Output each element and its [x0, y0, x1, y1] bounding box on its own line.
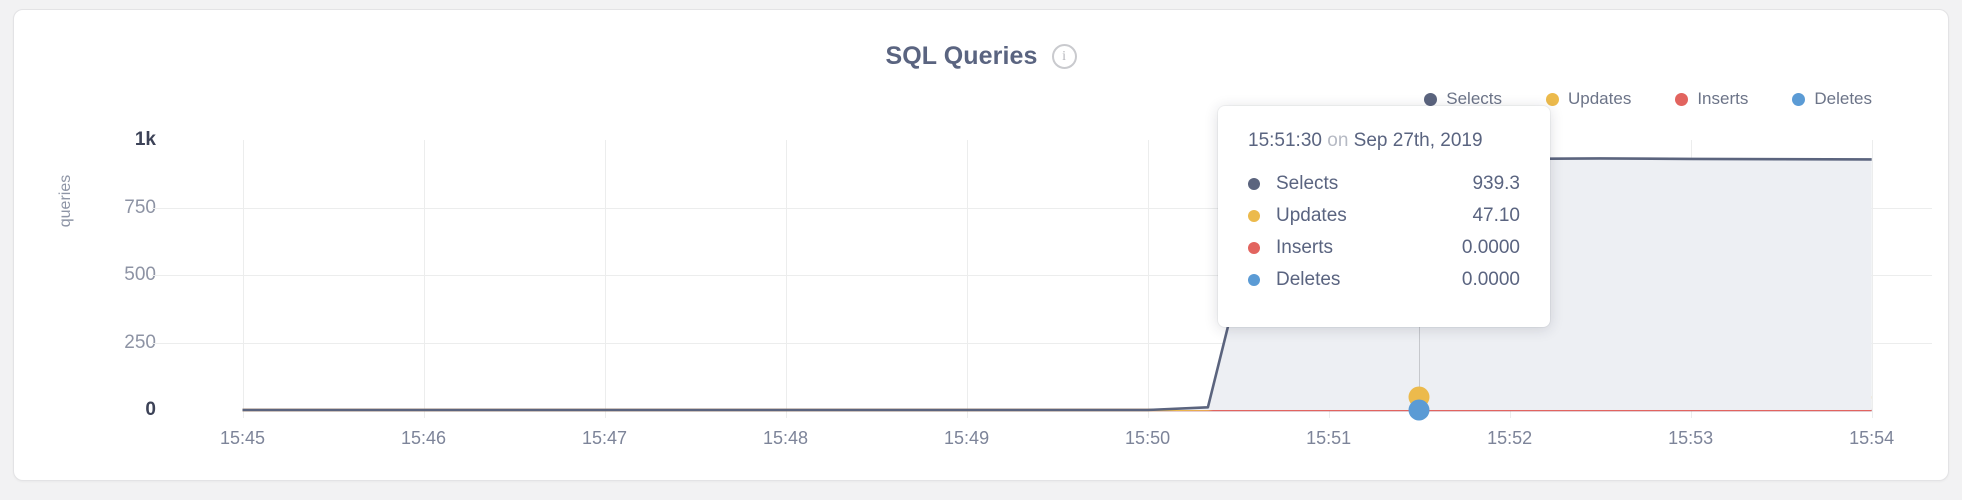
legend-dot-icon: [1546, 92, 1559, 106]
x-axis-tick-label: 15:46: [400, 428, 447, 448]
x-axis-tick-label: 15:53: [1668, 428, 1714, 448]
y-axis-tick-label: 750: [124, 196, 156, 218]
tooltip-series-dot-icon: [1248, 242, 1260, 254]
legend-dot-icon: [1675, 92, 1689, 106]
tooltip-series-value: 0.0000: [1461, 237, 1520, 258]
tooltip-row: Deletes 0.0000: [1248, 264, 1520, 296]
x-axis-tick-label: 15:48: [763, 428, 809, 448]
tooltip-date: Sep 27th, 2019: [1353, 130, 1483, 151]
legend-item-label: Selects: [1446, 89, 1502, 108]
tooltip-series-dot-icon: [1248, 274, 1260, 286]
gridline-horizontal: [152, 207, 1932, 209]
gridline-vertical: [1147, 140, 1149, 418]
plot-area: queries 1k 750 500 250 0 15:45 15:46 15:47 15:4…: [14, 10, 1948, 480]
series-area-selects: [242, 154, 1872, 410]
tooltip-header: 15:51:30 on Sep 27th, 2019: [1248, 130, 1520, 152]
x-axis-tick-label: 15:52: [1487, 428, 1533, 448]
gridline-vertical: [1871, 140, 1873, 418]
tooltip-row: Updates 47.10: [1248, 200, 1520, 232]
tooltip-series-dot-icon: [1248, 210, 1260, 222]
y-axis-tick-label: 500: [124, 264, 156, 285]
tooltip-series-value: 939.3: [1472, 173, 1520, 194]
gridline-vertical: [785, 140, 787, 418]
legend-item-label: Updates: [1568, 89, 1632, 108]
x-axis-tick-label: 15:47: [582, 428, 628, 448]
tooltip-time: 15:51:30: [1248, 130, 1322, 151]
tooltip-row: Inserts 0.0000: [1248, 232, 1520, 264]
gridline-vertical: [423, 140, 425, 418]
page-title: SQL Queries: [885, 42, 1038, 70]
legend-item-inserts[interactable]: Inserts: [1675, 89, 1748, 109]
tooltip-series-label: Deletes: [1276, 269, 1341, 290]
x-axis-tick-label: 15:54: [1849, 428, 1895, 448]
legend-item-deletes[interactable]: Deletes: [1792, 89, 1872, 109]
legend-item-label: Deletes: [1814, 89, 1872, 108]
info-icon-glyph: i: [1062, 48, 1066, 64]
gridline-vertical: [604, 140, 606, 418]
legend-item-updates[interactable]: Updates: [1546, 89, 1631, 109]
info-icon[interactable]: i: [1051, 44, 1077, 69]
tooltip-rows: Selects 939.3 Updates 47.10 Inserts 0.0000 Del…: [1248, 168, 1520, 296]
series-paths: [242, 153, 1872, 412]
y-axis-tick-label: 250: [124, 331, 156, 353]
x-axis-tick-label: 15:45: [219, 428, 266, 448]
tooltip-series-label: Selects: [1276, 173, 1339, 194]
legend-item-label: Inserts: [1697, 89, 1749, 108]
tooltip-series-value: 0.0000: [1461, 269, 1520, 290]
chart-legend: Selects Updates Inserts Deletes: [1424, 89, 1872, 109]
y-axis-tick-label: 1k: [134, 129, 156, 150]
gridline-horizontal: [152, 275, 1932, 276]
hover-tooltip: 15:51:30 on Sep 27th, 2019 Selects 939.3 U…: [1218, 106, 1550, 327]
tooltip-series-value: 47.10: [1472, 205, 1520, 226]
y-axis-ticks: 1k 750 500 250 0: [36, 10, 156, 480]
tooltip-series-dot-icon: [1248, 178, 1260, 190]
hover-marker-deletes: [1408, 399, 1430, 421]
gridline-vertical: [966, 140, 968, 418]
tooltip-series-label: Inserts: [1276, 237, 1334, 258]
tooltip-series-label: Updates: [1276, 205, 1347, 226]
legend-item-selects[interactable]: Selects: [1424, 89, 1502, 109]
legend-dot-icon: [1424, 92, 1438, 106]
card-header: SQL Queries i: [14, 42, 1948, 71]
gridline-horizontal: [152, 342, 1932, 344]
legend-dot-icon: [1792, 92, 1806, 106]
gridline-vertical: [242, 140, 244, 418]
x-axis-tick-label: 15:51: [1306, 428, 1352, 448]
x-axis-tick-label: 15:50: [1125, 428, 1171, 448]
x-axis-tick-label: 15:49: [944, 428, 990, 448]
tooltip-on-word: on: [1327, 130, 1349, 151]
y-axis-tick-label: 0: [145, 399, 156, 420]
chart-card: SQL Queries i Selects Updates Inserts Delet…: [13, 9, 1949, 481]
tooltip-row: Selects 939.3: [1248, 168, 1520, 200]
